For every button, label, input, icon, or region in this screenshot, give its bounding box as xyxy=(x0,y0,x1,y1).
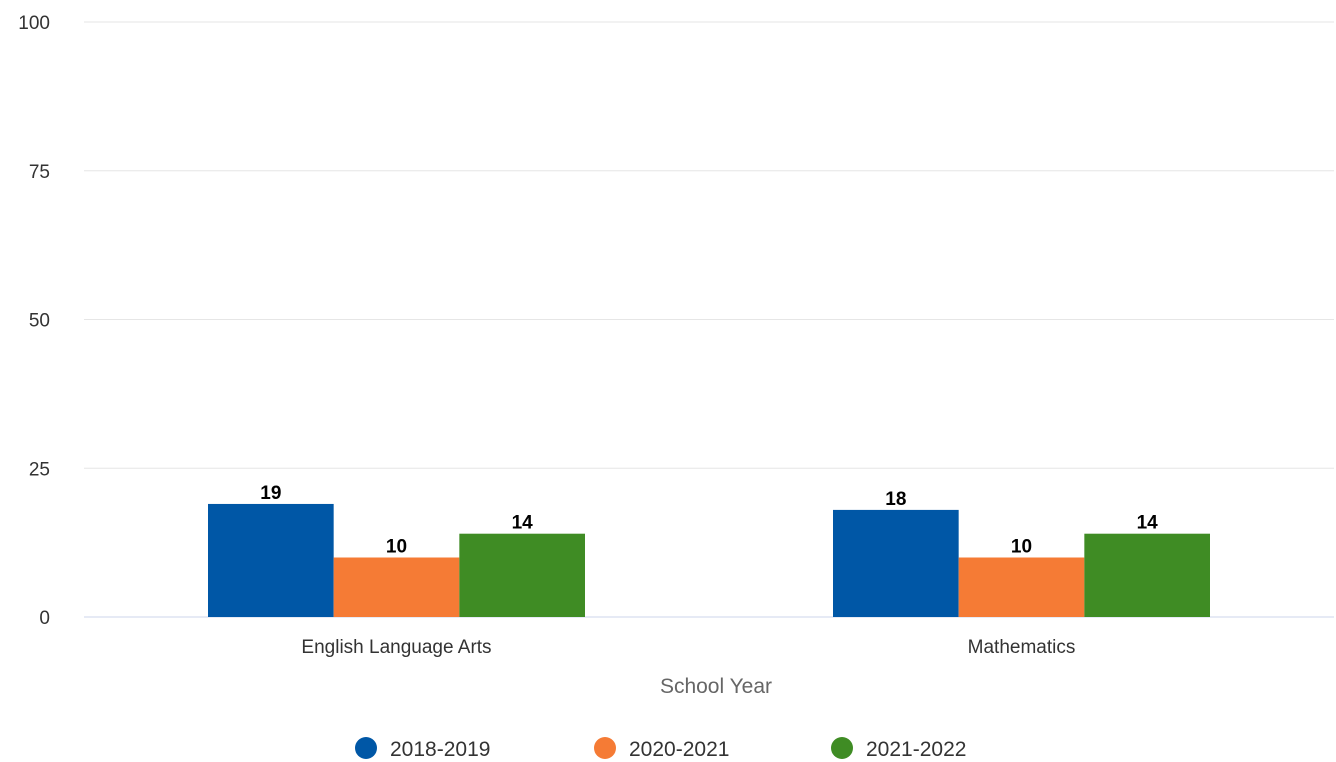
bar-2021-2022-math xyxy=(1084,533,1210,617)
data-label: 10 xyxy=(1011,537,1032,558)
legend-label: 2018-2019 xyxy=(390,738,490,761)
bar-2018-2019-ela xyxy=(208,503,334,617)
category-label: Mathematics xyxy=(968,637,1076,658)
y-tick-label: 50 xyxy=(29,311,50,332)
legend-marker-icon xyxy=(594,737,616,759)
data-label: 10 xyxy=(386,537,407,558)
legend-label: 2021-2022 xyxy=(866,738,966,761)
bar-2021-2022-ela xyxy=(459,533,585,617)
legend-marker-icon xyxy=(831,737,853,759)
x-axis-title: School Year xyxy=(660,675,772,698)
data-label: 14 xyxy=(1137,513,1159,534)
y-axis-ticks: 0 25 50 75 100 xyxy=(18,13,50,629)
legend-label: 2020-2021 xyxy=(629,738,729,761)
bar-2020-2021-math xyxy=(958,557,1085,617)
category-label: English Language Arts xyxy=(301,637,491,658)
legend-item-2021-2022[interactable]: 2021-2022 xyxy=(831,737,966,761)
y-tick-label: 100 xyxy=(18,13,50,34)
y-tick-label: 25 xyxy=(29,459,50,480)
y-tick-label: 0 xyxy=(39,608,50,629)
legend-item-2020-2021[interactable]: 2020-2021 xyxy=(594,737,729,761)
data-labels: 19 10 14 18 10 14 xyxy=(260,483,1158,558)
legend-marker-icon xyxy=(355,737,377,759)
bar-2018-2019-math xyxy=(833,509,959,617)
data-label: 18 xyxy=(885,489,906,510)
data-label: 14 xyxy=(512,513,534,534)
x-axis-categories: English Language Arts Mathematics xyxy=(301,637,1075,658)
legend: 2018-2019 2020-2021 2021-2022 xyxy=(355,737,966,761)
y-tick-label: 75 xyxy=(29,162,50,183)
legend-item-2018-2019[interactable]: 2018-2019 xyxy=(355,737,490,761)
data-label: 19 xyxy=(260,483,281,504)
bar-2020-2021-ela xyxy=(333,557,460,617)
bars xyxy=(208,503,1210,617)
